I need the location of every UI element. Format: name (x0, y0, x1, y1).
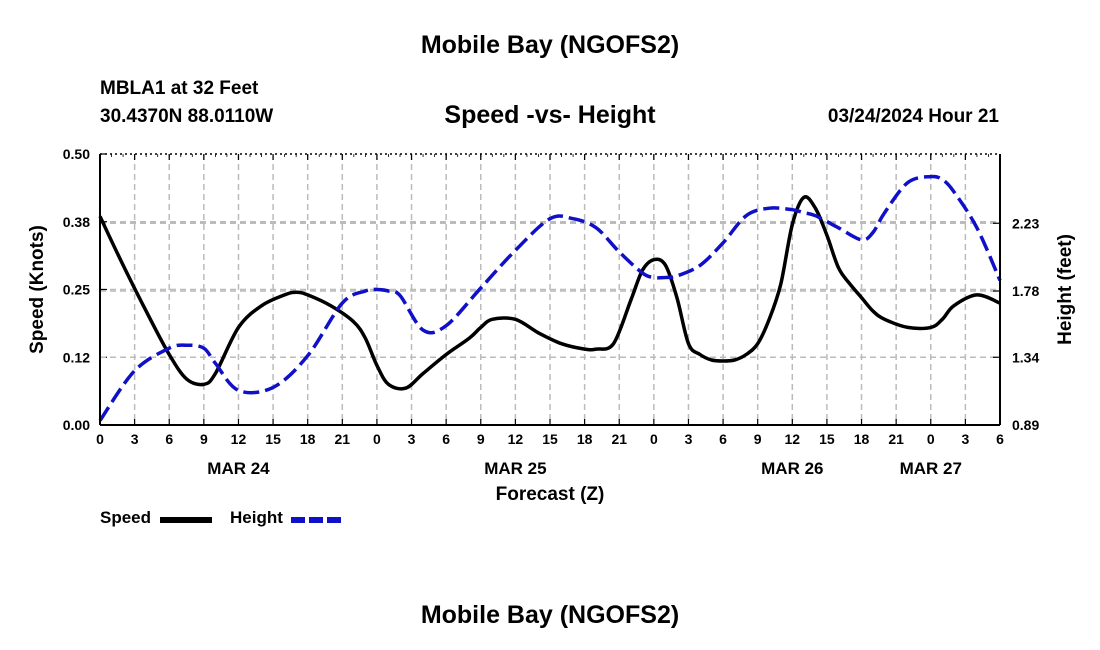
x-tick-label: 3 (408, 431, 416, 447)
x-tick-label: 18 (854, 431, 870, 447)
x-date-label: MAR 27 (900, 459, 962, 478)
x-tick-label: 21 (335, 431, 351, 447)
x-tick-label: 6 (165, 431, 173, 447)
y-tick-label: 0.25 (63, 282, 90, 298)
x-tick-label: 15 (819, 431, 835, 447)
y2-tick-label: 1.78 (1012, 283, 1039, 299)
x-date-label: MAR 26 (761, 459, 823, 478)
x-tick-label: 0 (373, 431, 381, 447)
x-tick-label: 6 (442, 431, 450, 447)
forecast-datetime: 03/24/2024 Hour 21 (827, 106, 999, 127)
y2-tick-label: 0.89 (1012, 417, 1039, 433)
legend-height-label: Height (230, 508, 283, 527)
x-axis-title: Forecast (Z) (496, 484, 605, 505)
footer-title: Mobile Bay (NGOFS2) (420, 601, 680, 629)
x-tick-label: 21 (611, 431, 627, 447)
x-tick-label: 0 (927, 431, 935, 447)
chart-subtitle: Speed -vs- Height (444, 101, 656, 129)
x-tick-label: 3 (961, 431, 969, 447)
x-tick-label: 0 (650, 431, 658, 447)
x-tick-label: 3 (685, 431, 693, 447)
x-tick-label: 0 (96, 431, 104, 447)
y-tick-label: 0.00 (63, 417, 90, 433)
x-tick-label: 12 (508, 431, 524, 447)
y-tick-label: 0.38 (63, 214, 90, 230)
x-tick-label: 12 (785, 431, 801, 447)
x-tick-label: 6 (719, 431, 727, 447)
x-tick-label: 12 (231, 431, 247, 447)
station-coordinates: 30.4370N 88.0110W (100, 106, 274, 127)
x-tick-label: 3 (131, 431, 139, 447)
x-date-label: MAR 24 (207, 459, 270, 478)
x-date-label: MAR 25 (484, 459, 546, 478)
station-label: MBLA1 at 32 Feet (100, 78, 259, 99)
y-tick-label: 0.50 (63, 146, 90, 162)
x-tick-label: 15 (265, 431, 281, 447)
legend-height-swatch (291, 517, 343, 523)
x-tick-label: 21 (888, 431, 904, 447)
y-axis-title: Speed (Knots) (27, 225, 48, 354)
x-tick-label: 9 (200, 431, 208, 447)
legend-speed-swatch (160, 517, 212, 523)
x-tick-label: 18 (577, 431, 593, 447)
y2-axis-title: Height (feet) (1055, 234, 1076, 345)
series-line-speed (98, 195, 1001, 391)
x-tick-label: 9 (754, 431, 762, 447)
x-tick-label: 18 (300, 431, 316, 447)
x-tick-label: 6 (996, 431, 1004, 447)
x-tick-label: 9 (477, 431, 485, 447)
series-line-height (98, 174, 1002, 422)
chart-title: Mobile Bay (NGOFS2) (420, 31, 680, 59)
y2-tick-label: 1.34 (1012, 349, 1039, 365)
y2-tick-label: 2.23 (1012, 215, 1039, 231)
y-tick-label: 0.12 (63, 349, 90, 365)
legend-speed-label: Speed (100, 508, 152, 527)
x-tick-label: 15 (542, 431, 558, 447)
